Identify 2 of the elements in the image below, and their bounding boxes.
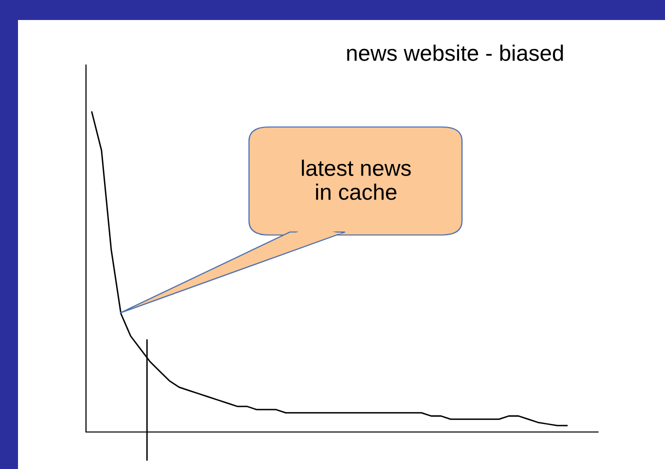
annotation: latest news in cache [302,160,411,200]
chart-title: news website - biased [347,44,563,61]
